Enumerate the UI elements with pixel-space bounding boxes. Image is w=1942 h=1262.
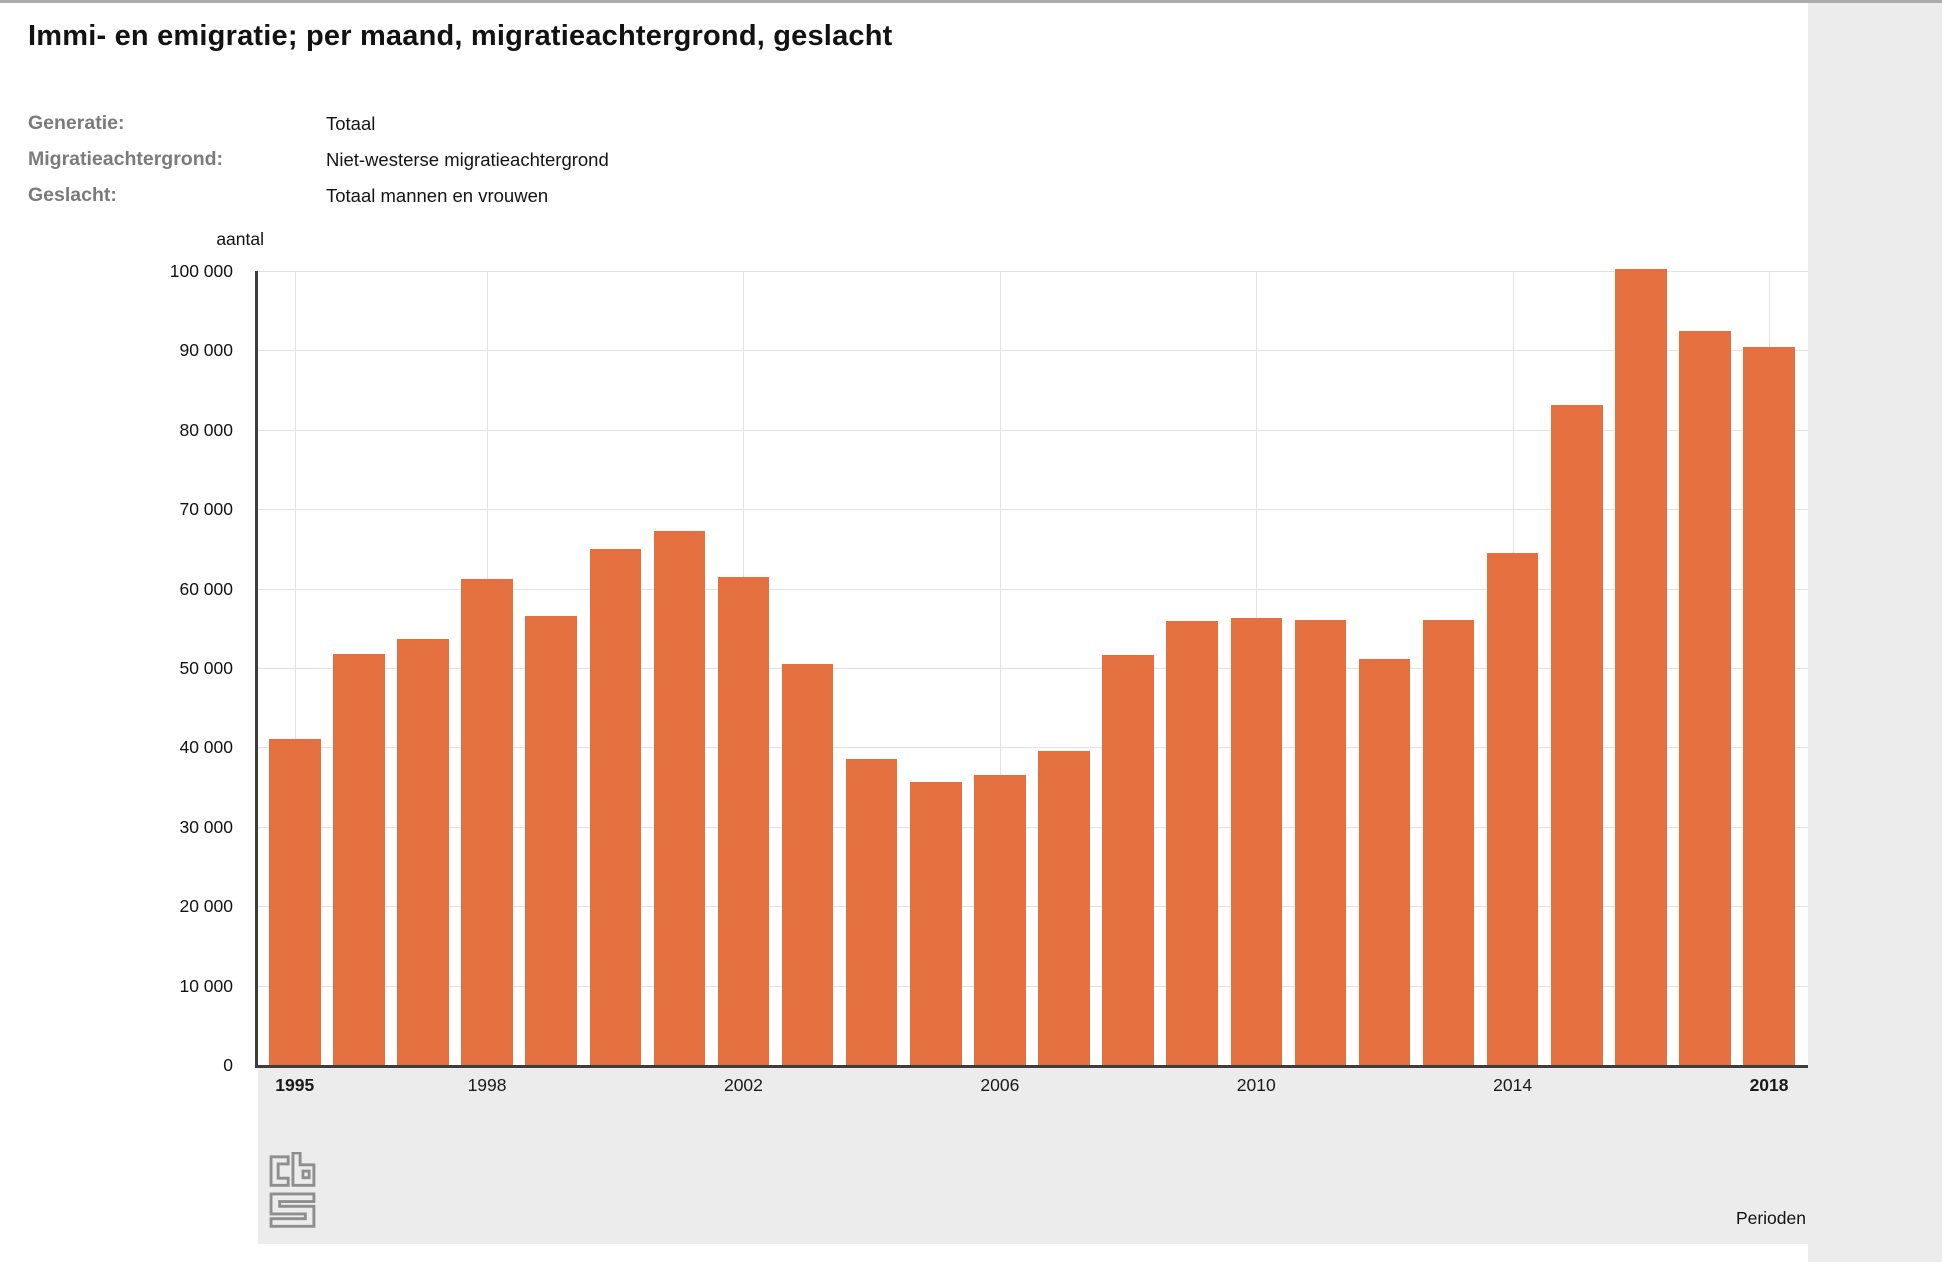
bar-2004[interactable] <box>845 758 898 1065</box>
bar-2016[interactable] <box>1615 268 1667 1065</box>
bar-2006[interactable] <box>974 775 1026 1065</box>
x-tick-label-2002: 2002 <box>723 1075 763 1095</box>
bar-2013[interactable] <box>1422 619 1475 1065</box>
y-tick-label-60000: 60 000 <box>179 578 233 599</box>
bar-2017[interactable] <box>1679 330 1731 1065</box>
scrollbar-gutter <box>1808 3 1942 1262</box>
h-gridline-30000 <box>258 826 1808 828</box>
bar-2001[interactable] <box>653 530 706 1065</box>
y-tick-label-80000: 80 000 <box>179 419 233 440</box>
bar-2003[interactable] <box>781 664 834 1065</box>
y-tick-label-90000: 90 000 <box>179 340 233 361</box>
bar-chart-plot-area <box>258 268 1808 1065</box>
filter-label-generatie: Generatie: <box>28 112 125 134</box>
x-axis-line <box>255 1065 1808 1068</box>
x-tick-label-1995: 1995 <box>275 1075 315 1095</box>
y-tick-label-0: 0 <box>223 1055 233 1075</box>
h-gridline-90000 <box>258 350 1808 352</box>
y-tick-label-20000: 20 000 <box>179 896 233 917</box>
bar-2012[interactable] <box>1358 659 1411 1065</box>
cbs-logo <box>269 1152 316 1228</box>
y-tick-label-100000: 100 000 <box>169 261 233 281</box>
bar-2007[interactable] <box>1038 751 1090 1065</box>
y-tick-label-40000: 40 000 <box>179 737 233 758</box>
bar-2011[interactable] <box>1294 620 1347 1065</box>
y-tick-label-10000: 10 000 <box>179 975 233 996</box>
h-gridline-80000 <box>258 429 1808 431</box>
bar-1997[interactable] <box>397 638 449 1065</box>
bar-2014[interactable] <box>1486 552 1539 1065</box>
bar-2018[interactable] <box>1743 347 1795 1065</box>
bar-2009[interactable] <box>1166 621 1218 1065</box>
filter-value-generatie: Totaal <box>326 113 376 134</box>
x-axis-title: Perioden <box>1735 1208 1806 1228</box>
y-axis-unit-label: aantal <box>216 229 264 249</box>
y-axis-line <box>255 271 258 1068</box>
filter-row-migratieachtergrond: Migratieachtergrond: Niet-westerse migra… <box>28 148 609 176</box>
y-tick-label-50000: 50 000 <box>179 658 233 678</box>
h-gridline-20000 <box>258 906 1808 908</box>
x-tick-label-2018: 2018 <box>1749 1075 1789 1095</box>
x-tick-label-2014: 2014 <box>1493 1075 1533 1095</box>
x-tick-label-2006: 2006 <box>980 1075 1020 1095</box>
h-gridline-70000 <box>258 509 1808 511</box>
cbs-logo-letter-b-counter <box>301 1169 311 1180</box>
bar-2008[interactable] <box>1102 654 1154 1065</box>
filter-row-generatie: Generatie: Totaal <box>28 112 375 140</box>
filter-label-migratieachtergrond: Migratieachtergrond: <box>28 148 224 170</box>
x-axis-footer-band: Perioden 1995 1998 2002 2006 2010 2014 2018 <box>258 1068 1808 1244</box>
h-gridline-100000 <box>258 271 1808 272</box>
filter-value-geslacht: Totaal mannen en vrouwen <box>326 185 549 206</box>
bar-1999[interactable] <box>525 616 577 1065</box>
filter-row-geslacht: Geslacht: Totaal mannen en vrouwen <box>28 184 548 212</box>
page-title: Immi- en emigratie; per maand, migratiea… <box>28 20 893 52</box>
bar-1998[interactable] <box>461 579 513 1065</box>
y-tick-label-70000: 70 000 <box>179 499 233 520</box>
bar-2015[interactable] <box>1551 405 1603 1065</box>
h-gridline-10000 <box>258 985 1808 987</box>
bar-1995[interactable] <box>269 739 321 1065</box>
bar-2010[interactable] <box>1230 617 1282 1065</box>
x-tick-label-1998: 1998 <box>467 1075 507 1095</box>
bar-1996[interactable] <box>333 653 385 1065</box>
window-top-border <box>0 0 1942 3</box>
v-gridline-2006 <box>999 271 1001 1065</box>
y-tick-label-30000: 30 000 <box>179 816 233 837</box>
cbs-logo-letter-c <box>269 1155 290 1187</box>
cbs-logo-letter-b <box>291 1152 316 1187</box>
v-gridline-1995 <box>294 271 296 1065</box>
filter-label-geslacht: Geslacht: <box>28 184 117 206</box>
h-gridline-50000 <box>258 668 1808 669</box>
filter-value-migratieachtergrond: Niet-westerse migratieachtergrond <box>326 149 609 170</box>
cbs-logo-letter-s <box>269 1192 316 1228</box>
bar-2000[interactable] <box>589 548 641 1065</box>
bar-2002[interactable] <box>717 576 770 1065</box>
bar-2005[interactable] <box>910 782 962 1065</box>
h-gridline-60000 <box>258 588 1808 590</box>
h-gridline-40000 <box>258 747 1808 749</box>
x-tick-label-2010: 2010 <box>1236 1075 1276 1095</box>
